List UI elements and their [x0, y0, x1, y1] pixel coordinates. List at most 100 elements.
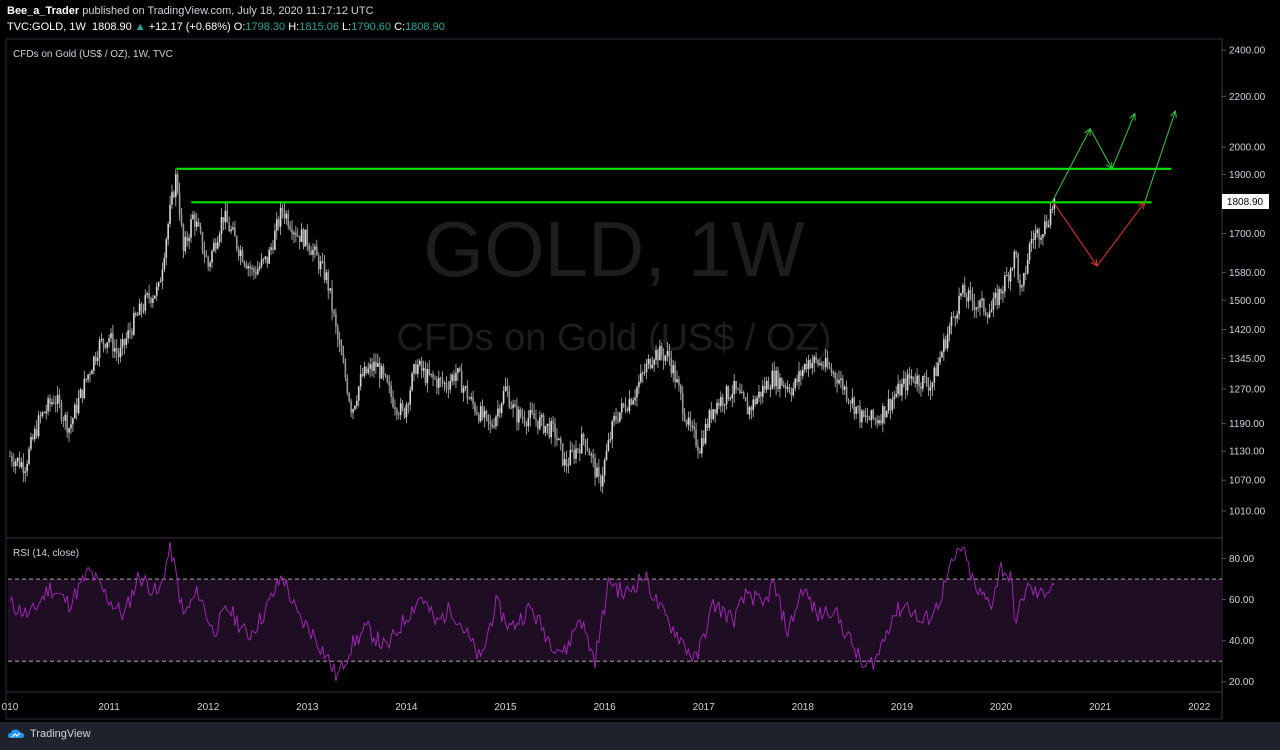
price-axis[interactable]: 2400.00 2200.00 2000.00 1900.00 1700.00 1580.… [1222, 45, 1266, 517]
candle-body [220, 216, 223, 235]
candle-body [636, 387, 638, 398]
candle-body [935, 367, 938, 377]
candle-body [821, 363, 823, 367]
candle-body [563, 459, 566, 466]
candle-body [939, 357, 941, 363]
candle-body [274, 230, 276, 250]
candle-body [432, 373, 434, 378]
candle-body [367, 368, 370, 374]
candle-body [815, 356, 817, 360]
candle-body [45, 411, 47, 414]
candle-body [77, 398, 80, 414]
candle-body [392, 397, 394, 408]
candle-body [1009, 269, 1012, 282]
rsi-tick-label: 60.00 [1229, 595, 1254, 606]
time-axis[interactable]: 010 2011 2012 2013 2014 2015 2016 2017 2018 2019 2… [2, 702, 1211, 713]
candle-body [1026, 259, 1029, 274]
candle-body [847, 399, 850, 402]
candle-body [190, 219, 192, 238]
candle-body [150, 298, 152, 303]
candle-body [434, 377, 436, 379]
candle-body [453, 374, 455, 381]
candle-body [348, 393, 351, 402]
candle-body [754, 399, 756, 404]
close-label: C: [394, 21, 406, 33]
candle-body [624, 405, 627, 411]
tradingview-logo[interactable]: TradingView [8, 728, 91, 740]
candle-body [79, 389, 82, 399]
price-tick-label: 1130.00 [1229, 447, 1265, 458]
low-value: 1790.60 [351, 21, 391, 33]
rsi-axis[interactable]: 80.00 60.00 40.00 20.00 [1222, 554, 1254, 688]
candle-body [788, 387, 791, 392]
author-name[interactable]: Bee_a_Trader [7, 5, 80, 17]
candle-body [573, 450, 575, 459]
watermark-symbol: GOLD, 1W [423, 205, 805, 293]
candle-body [41, 412, 44, 417]
candle-body [93, 356, 95, 371]
candle-body [24, 471, 27, 473]
candle-body [533, 412, 535, 419]
candle-body [37, 415, 40, 437]
candle-body [944, 339, 947, 349]
chart-canvas[interactable]: GOLD, 1W CFDs on Gold (US$ / OZ) CFDs on… [0, 36, 1280, 722]
candle-body [908, 374, 911, 379]
candle-body [819, 363, 821, 365]
candle-body [813, 356, 816, 364]
chart-title: CFDs on Gold (US$ / OZ), 1W, TVC [13, 49, 173, 60]
candle-body [840, 378, 842, 380]
candle-body [304, 229, 307, 247]
candle-body [226, 210, 229, 223]
candle-body [880, 420, 882, 424]
candle-body [506, 386, 509, 392]
candle-body [963, 285, 966, 298]
candle-body [855, 406, 857, 414]
candle-body [527, 418, 530, 427]
candle-body [996, 292, 998, 305]
candle-body [544, 425, 547, 433]
candle-body [538, 417, 541, 429]
price-tick-label: 1900.00 [1229, 170, 1266, 181]
candle-body [165, 239, 168, 259]
arrow-head [1138, 201, 1146, 210]
candle-body [222, 216, 225, 223]
candle-body [232, 227, 234, 230]
candle-body [316, 246, 318, 256]
price-tick-label: 1420.00 [1229, 325, 1266, 336]
candle-body [931, 382, 934, 388]
candle-body [958, 295, 960, 315]
candle-body [1013, 251, 1016, 269]
candle-body [260, 259, 263, 267]
candle-body [727, 386, 730, 400]
low-label: L: [342, 21, 352, 33]
candle-body [199, 226, 202, 233]
price-tick-label: 1270.00 [1229, 384, 1266, 395]
candle-body [98, 339, 101, 358]
candle-body [1040, 237, 1042, 240]
candle-body [882, 406, 884, 424]
candle-body [748, 407, 751, 415]
candle-body [396, 409, 398, 415]
candle-body [588, 450, 591, 456]
candle-body [386, 375, 389, 383]
candle-body [81, 389, 84, 398]
candle-body [832, 372, 835, 374]
candle-body [887, 398, 890, 412]
candle-body [706, 424, 709, 428]
candle-body [737, 389, 739, 390]
candle-body [628, 399, 631, 412]
candle-body [102, 338, 105, 345]
candle-body [323, 261, 326, 281]
candle-body [912, 376, 915, 382]
candle-body [680, 385, 682, 394]
candle-body [1030, 239, 1033, 244]
candle-body [439, 377, 442, 379]
candle-body [582, 433, 585, 440]
candle-body [399, 403, 402, 416]
candle-body [357, 386, 360, 401]
candle-body [184, 236, 187, 252]
candle-body [108, 338, 110, 343]
candle-body [430, 373, 432, 375]
candle-body [681, 393, 684, 415]
rsi-tick-label: 40.00 [1229, 636, 1254, 647]
